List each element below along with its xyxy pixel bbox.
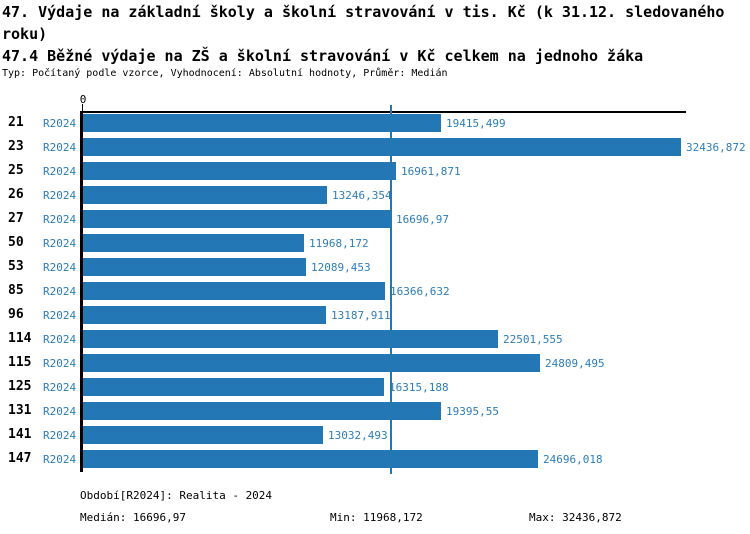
bar bbox=[83, 162, 396, 180]
row-category-label: 114 bbox=[8, 331, 32, 346]
row-category-label: 27 bbox=[8, 211, 24, 226]
footer-min-value: Min: 11968,172 bbox=[330, 511, 423, 524]
bar-value-label: 32436,872 bbox=[686, 141, 746, 154]
bar-value-label: 16961,871 bbox=[401, 165, 461, 178]
chart-meta-line: Typ: Počítaný podle vzorce, Vyhodnocení:… bbox=[2, 68, 448, 79]
bar-value-label: 19415,499 bbox=[446, 117, 506, 130]
bar-value-label: 13032,493 bbox=[328, 429, 388, 442]
row-series-label: R2024 bbox=[43, 357, 77, 370]
median-reference-line bbox=[390, 105, 392, 474]
row-series-label: R2024 bbox=[43, 429, 77, 442]
row-series-label: R2024 bbox=[43, 213, 77, 226]
row-category-label: 85 bbox=[8, 283, 24, 298]
bar bbox=[83, 426, 323, 444]
row-category-label: 147 bbox=[8, 451, 32, 466]
bar-value-label: 16696,97 bbox=[396, 213, 449, 226]
bar-value-label: 24809,495 bbox=[545, 357, 605, 370]
bar bbox=[83, 330, 498, 348]
chart-subtitle: 47.4 Běžné výdaje na ZŠ a školní stravov… bbox=[2, 47, 644, 65]
row-series-label: R2024 bbox=[43, 261, 77, 274]
row-series-label: R2024 bbox=[43, 165, 77, 178]
row-category-label: 96 bbox=[8, 307, 24, 322]
footer-median-value: Medián: 16696,97 bbox=[80, 511, 186, 524]
bar bbox=[83, 378, 384, 396]
bar bbox=[83, 114, 441, 132]
bar-value-label: 24696,018 bbox=[543, 453, 603, 466]
row-series-label: R2024 bbox=[43, 285, 77, 298]
bar-value-label: 22501,555 bbox=[503, 333, 563, 346]
row-series-label: R2024 bbox=[43, 333, 77, 346]
row-category-label: 53 bbox=[8, 259, 24, 274]
bar-value-label: 13187,911 bbox=[331, 309, 391, 322]
row-series-label: R2024 bbox=[43, 237, 77, 250]
row-category-label: 131 bbox=[8, 403, 32, 418]
row-category-label: 50 bbox=[8, 235, 24, 250]
x-axis-zero-tick-mark bbox=[82, 104, 83, 112]
bar bbox=[83, 234, 304, 252]
row-series-label: R2024 bbox=[43, 381, 77, 394]
x-axis-line bbox=[80, 111, 686, 113]
row-category-label: 115 bbox=[8, 355, 32, 370]
chart-title-line1: 47. Výdaje na základní školy a školní st… bbox=[2, 3, 725, 21]
row-series-label: R2024 bbox=[43, 309, 77, 322]
bar bbox=[83, 354, 540, 372]
row-series-label: R2024 bbox=[43, 453, 77, 466]
bar bbox=[83, 402, 441, 420]
row-category-label: 23 bbox=[8, 139, 24, 154]
row-series-label: R2024 bbox=[43, 141, 77, 154]
footer-period-label: Období[R2024]: Realita - 2024 bbox=[80, 489, 273, 502]
bar-value-label: 12089,453 bbox=[311, 261, 371, 274]
row-category-label: 141 bbox=[8, 427, 32, 442]
bar-value-label: 16366,632 bbox=[390, 285, 450, 298]
bar-value-label: 13246,354 bbox=[332, 189, 392, 202]
bar bbox=[83, 186, 327, 204]
row-category-label: 26 bbox=[8, 187, 24, 202]
row-series-label: R2024 bbox=[43, 117, 77, 130]
row-category-label: 25 bbox=[8, 163, 24, 178]
bar-value-label: 16315,188 bbox=[389, 381, 449, 394]
bar-value-label: 19395,55 bbox=[446, 405, 499, 418]
bar bbox=[83, 306, 326, 324]
bar-value-label: 11968,172 bbox=[309, 237, 369, 250]
chart-title-line2: roku) bbox=[2, 25, 48, 43]
footer-max-value: Max: 32436,872 bbox=[529, 511, 622, 524]
bar bbox=[83, 210, 391, 228]
row-category-label: 125 bbox=[8, 379, 32, 394]
x-axis-zero-tick-label: 0 bbox=[79, 93, 87, 106]
row-series-label: R2024 bbox=[43, 405, 77, 418]
y-axis-line bbox=[80, 111, 83, 472]
bar bbox=[83, 258, 306, 276]
row-series-label: R2024 bbox=[43, 189, 77, 202]
bar bbox=[83, 282, 385, 300]
row-category-label: 21 bbox=[8, 115, 24, 130]
bar bbox=[83, 138, 681, 156]
bar bbox=[83, 450, 538, 468]
